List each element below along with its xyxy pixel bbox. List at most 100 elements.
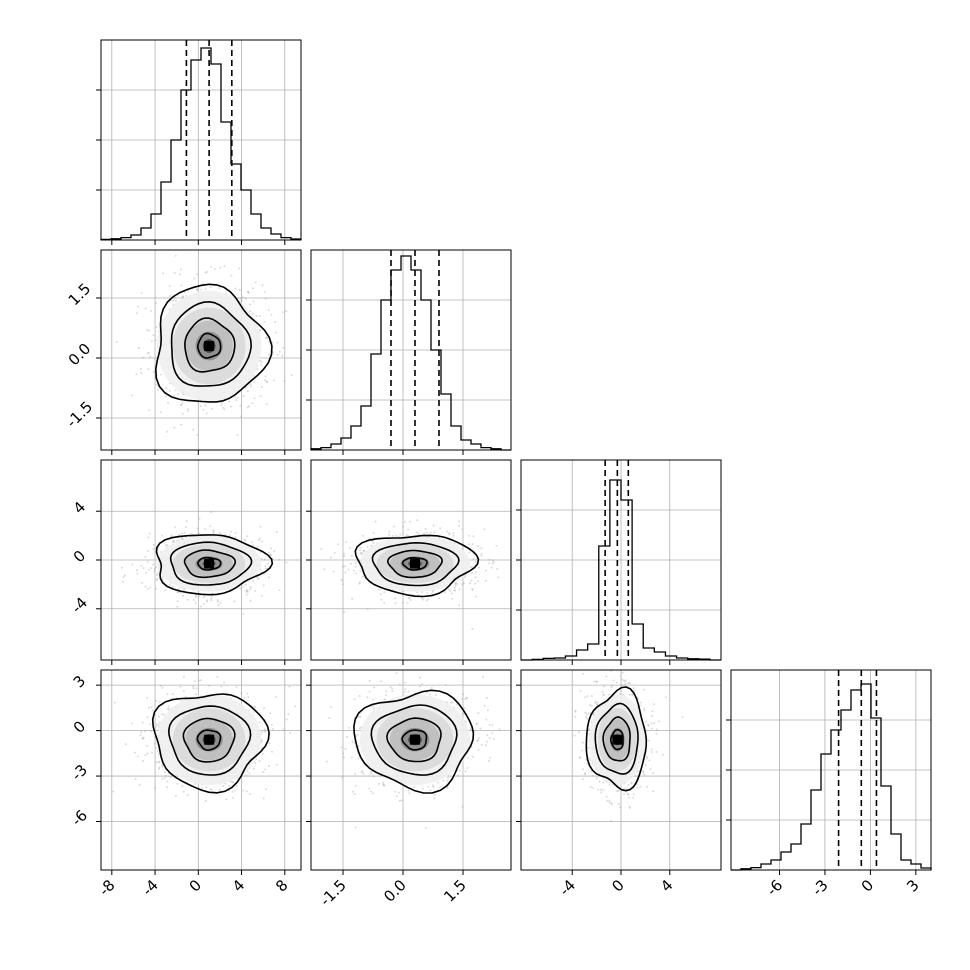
scatter-point (199, 245, 201, 247)
scatter-point (600, 791, 603, 794)
scatter-point (254, 706, 257, 709)
scatter-point (275, 763, 278, 766)
scatter-point (276, 341, 279, 344)
scatter-point (285, 310, 288, 313)
scatter-point (269, 553, 272, 556)
scatter-point (169, 584, 171, 586)
scatter-point (470, 579, 473, 582)
scatter-point (146, 744, 149, 747)
scatter-point (266, 380, 268, 383)
scatter-point (156, 578, 159, 581)
scatter-point (242, 394, 245, 397)
panel-frame-0-3 (100, 669, 302, 871)
scatter-point (488, 562, 491, 565)
scatter-point (281, 311, 284, 314)
scatter-point (142, 356, 145, 359)
scatter-point (273, 379, 276, 382)
scatter-point (266, 337, 269, 340)
scatter-point (596, 681, 599, 683)
scatter-point (219, 602, 222, 604)
scatter-point (287, 713, 290, 716)
scatter-point (246, 390, 249, 393)
scatter-point (173, 394, 176, 397)
histogram-3 (731, 683, 932, 871)
scatter-point (341, 776, 344, 779)
scatter-point (148, 329, 151, 332)
scatter-point (270, 313, 273, 316)
scatter-point (477, 739, 480, 742)
scatter-point (486, 740, 489, 743)
scatter-point (471, 588, 474, 591)
scatter-point (446, 779, 449, 782)
scatter-point (192, 685, 194, 688)
scatter-point (242, 789, 245, 792)
scatter-point (358, 582, 361, 585)
scatter-point (408, 792, 411, 795)
scatter-point (122, 576, 125, 578)
scatter-point (429, 789, 432, 792)
scatter-point (468, 534, 471, 537)
scatter-point (362, 772, 365, 775)
scatter-point (179, 268, 182, 271)
scatter-point (450, 592, 453, 595)
scatter-point (438, 536, 441, 539)
panel-frame-1-2 (310, 459, 512, 661)
density-peak (410, 558, 420, 569)
scatter-point (244, 583, 247, 586)
contour-2 (182, 717, 236, 763)
scatter-point (151, 340, 153, 343)
scatter-point (497, 576, 500, 579)
scatter-point (476, 722, 479, 725)
panel-3-3-ticks (778, 870, 917, 875)
scatter-point (513, 581, 515, 583)
scatter-point (260, 594, 263, 597)
scatter-point (217, 600, 220, 603)
scatter-point (391, 690, 394, 693)
scatter-point (431, 590, 434, 593)
scatter-2-3 (573, 670, 684, 822)
scatter-point (486, 734, 489, 737)
scatter-point (383, 591, 386, 594)
panel-0-1-grid (101, 250, 301, 450)
scatter-point (370, 790, 373, 793)
scatter-point (166, 430, 168, 433)
scatter-point (247, 405, 250, 408)
scatter-point (397, 791, 400, 794)
scatter-point (415, 531, 418, 534)
scatter-point (255, 314, 258, 317)
density-peak (204, 341, 215, 351)
scatter-point (591, 762, 594, 765)
scatter-point (209, 788, 212, 791)
scatter-point (617, 789, 620, 792)
contour-2 (183, 549, 237, 579)
scatter-point (407, 597, 410, 600)
scatter-point (206, 270, 209, 273)
scatter-point (154, 747, 157, 750)
scatter-point (192, 428, 195, 431)
scatter-point (234, 789, 237, 792)
scatter-point (209, 286, 212, 288)
scatter-point (294, 705, 297, 708)
scatter-point (383, 784, 386, 787)
scatter-point (147, 368, 150, 371)
scatter-point (211, 788, 213, 791)
scatter-point (492, 561, 495, 564)
scatter-point (257, 539, 260, 541)
scatter-point (256, 577, 259, 580)
scatter-point (181, 537, 184, 540)
scatter-point (267, 576, 270, 579)
scatter-point (650, 722, 653, 725)
panel-0-0-grid (101, 40, 301, 240)
scatter-point (391, 534, 394, 537)
scatter-point (343, 552, 346, 555)
scatter-point (610, 802, 613, 805)
scatter-point (142, 736, 145, 739)
scatter-point (484, 744, 487, 747)
scatter-point (258, 721, 261, 724)
scatter-point (370, 705, 373, 708)
scatter-point (225, 798, 228, 801)
scatter-point (211, 407, 214, 410)
scatter-point (388, 533, 391, 536)
scatter-point (248, 772, 251, 775)
